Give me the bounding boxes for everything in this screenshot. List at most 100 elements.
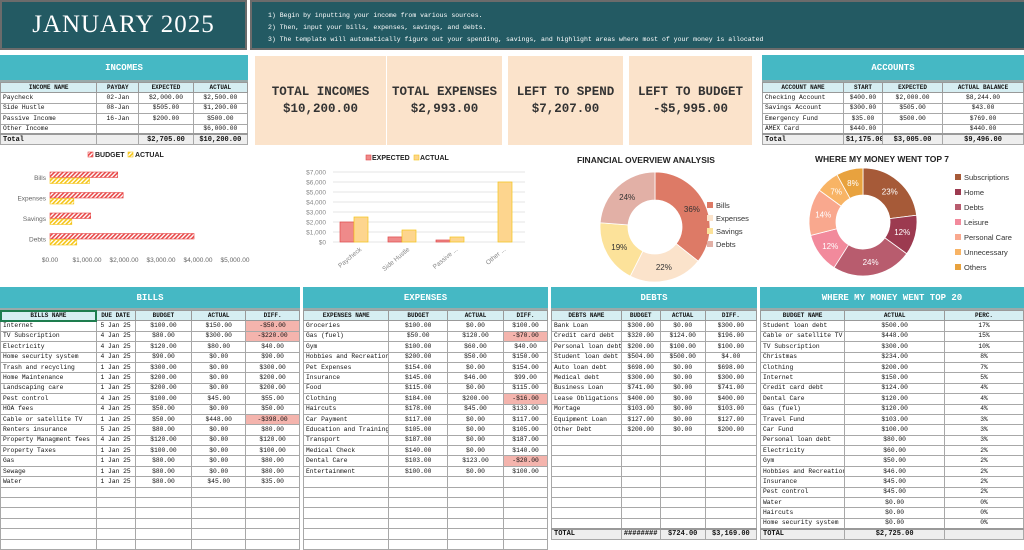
table-cell[interactable]: Checking Account [762,92,844,104]
table-cell[interactable] [503,538,548,550]
table-cell[interactable] [659,455,706,467]
table-cell[interactable]: $0.00 [191,465,247,478]
table-cell[interactable] [302,517,390,530]
table-cell[interactable]: $0.00 [191,445,247,457]
table-cell[interactable] [302,538,390,550]
table-cell[interactable]: Home security system [759,517,846,530]
table-cell[interactable]: Medical debt [551,372,622,384]
table-cell[interactable] [704,445,758,457]
table-cell[interactable]: 2% [944,486,1024,499]
table-cell[interactable] [95,497,136,509]
table-cell[interactable]: Credit card debt [759,382,846,395]
table-cell[interactable]: $60.00 [844,445,946,457]
table-cell[interactable] [551,445,622,457]
table-cell[interactable]: 10% [944,341,1024,353]
table-cell[interactable] [659,486,706,499]
table-cell[interactable] [96,133,140,146]
table-cell[interactable]: $200.00 [704,424,758,436]
table-cell[interactable]: $741.00 [704,382,758,395]
table-cell[interactable]: $0.00 [446,424,505,436]
table-cell[interactable]: $40.00 [503,341,548,353]
table-cell[interactable]: $80.00 [134,476,193,488]
table-cell[interactable]: $2,725.00 [844,527,946,540]
table-cell[interactable]: $103.00 [620,403,661,415]
table-cell[interactable]: $200.00 [134,382,193,395]
table-cell[interactable]: $741.00 [620,382,661,395]
table-cell[interactable]: $45.00 [844,476,946,488]
table-cell[interactable]: AMEX Card [762,123,844,135]
table-cell[interactable] [704,455,758,467]
table-cell[interactable]: $200.00 [844,361,946,374]
table-cell[interactable]: $187.00 [388,434,448,447]
table-cell[interactable]: $0.00 [446,382,505,395]
table-cell[interactable]: $2,000.00 [138,92,194,104]
table-cell[interactable]: Student loan debt [551,351,622,363]
table-cell[interactable]: $127.00 [620,413,661,426]
table-cell[interactable]: $117.00 [388,413,448,426]
table-cell[interactable]: Property Taxes [0,445,97,457]
table-cell[interactable]: $90.00 [245,351,300,363]
table-cell[interactable]: $0.00 [659,372,706,384]
table-cell[interactable]: 1 Jan 25 [95,372,136,384]
table-cell[interactable] [659,445,706,457]
table-cell[interactable]: Gym [759,455,846,467]
table-cell[interactable]: Emergency Fund [762,113,844,125]
table-cell[interactable]: 2% [944,465,1024,478]
table-cell[interactable]: Internet [0,320,97,332]
table-cell[interactable]: $0.00 [659,424,706,436]
table-cell[interactable]: $103.00 [844,413,946,426]
table-cell[interactable]: Gas (fuel) [302,330,390,343]
table-cell[interactable]: Groceries [302,320,390,332]
table-cell[interactable]: $0.00 [844,507,946,519]
table-cell[interactable] [446,517,505,530]
table-cell[interactable] [503,517,548,530]
table-cell[interactable]: 1 Jan 25 [95,465,136,478]
table-cell[interactable] [134,538,193,550]
table-cell[interactable]: $200.00 [446,393,505,405]
table-cell[interactable]: Haircuts [759,507,846,519]
table-cell[interactable]: 0% [944,507,1024,519]
table-cell[interactable] [659,434,706,447]
table-cell[interactable]: $117.00 [503,413,548,426]
table-cell[interactable]: 3% [944,434,1024,447]
table-cell[interactable]: $0.00 [844,517,946,530]
table-cell[interactable] [245,538,300,550]
table-cell[interactable] [95,528,136,540]
table-cell[interactable]: 3% [944,413,1024,426]
table-cell[interactable]: $4.00 [704,351,758,363]
table-cell[interactable] [446,486,505,499]
table-cell[interactable]: $0.00 [659,320,706,332]
table-cell[interactable]: Home Maintenance [0,372,97,384]
table-cell[interactable]: 15% [944,330,1024,343]
table-cell[interactable]: $45.00 [191,476,247,488]
table-cell[interactable]: $103.00 [704,403,758,415]
table-cell[interactable]: $123.00 [446,455,505,467]
table-cell[interactable] [659,507,706,519]
table-cell[interactable]: $724.00 [659,527,706,540]
table-cell[interactable] [620,486,661,499]
table-cell[interactable]: $133.00 [503,403,548,415]
table-cell[interactable]: Other Income [0,123,98,135]
table-cell[interactable]: $80.00 [245,424,300,436]
table-cell[interactable]: $300.00 [134,361,193,374]
table-cell[interactable]: $500.00 [659,351,706,363]
table-cell[interactable]: Landscaping care [0,382,97,395]
table-cell[interactable]: $124.00 [844,382,946,395]
table-cell[interactable] [620,465,661,478]
table-cell[interactable] [620,497,661,509]
table-cell[interactable]: $100.00 [844,424,946,436]
table-cell[interactable]: $80.00 [134,455,193,467]
table-cell[interactable]: $300.00 [620,320,661,332]
table-cell[interactable]: $400.00 [842,92,884,104]
table-cell[interactable]: $35.00 [842,113,884,125]
table-cell[interactable]: $100.00 [503,465,548,478]
table-cell[interactable] [620,455,661,467]
table-cell[interactable]: $0.00 [191,455,247,467]
table-cell[interactable]: 1 Jan 25 [95,455,136,467]
table-cell[interactable]: $45.00 [446,403,505,415]
table-cell[interactable] [659,465,706,478]
table-cell[interactable]: $698.00 [704,361,758,374]
table-cell[interactable]: $0.00 [191,424,247,436]
table-cell[interactable]: -$50.00 [245,320,300,332]
table-cell[interactable]: $500.00 [844,320,946,332]
